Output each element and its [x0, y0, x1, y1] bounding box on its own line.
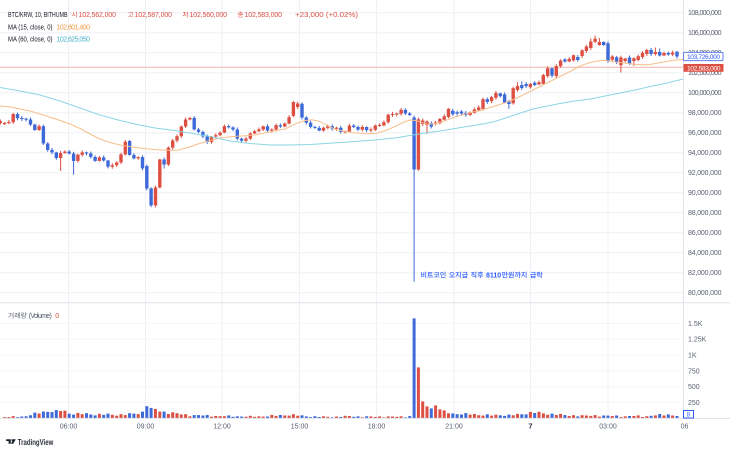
svg-text:100,000,000: 100,000,000	[688, 90, 722, 97]
svg-text:06:00: 06:00	[60, 424, 78, 431]
svg-text:82,000,000: 82,000,000	[688, 270, 722, 277]
svg-text:92,000,000: 92,000,000	[688, 170, 722, 177]
svg-text:8: 8	[687, 413, 691, 419]
svg-text:94,000,000: 94,000,000	[688, 150, 722, 157]
svg-text:102,583,000: 102,583,000	[245, 12, 283, 19]
svg-text:BTC/KRW, 10, BITHUMB: BTC/KRW, 10, BITHUMB	[8, 12, 68, 19]
svg-text:750: 750	[688, 368, 700, 375]
svg-text:88,000,000: 88,000,000	[688, 210, 722, 217]
svg-text:7: 7	[528, 422, 532, 431]
svg-text:15:00: 15:00	[291, 424, 309, 431]
svg-text:102,562,000: 102,562,000	[79, 12, 117, 19]
svg-text:106,000,000: 106,000,000	[688, 30, 722, 37]
svg-text:90,000,000: 90,000,000	[688, 190, 722, 197]
svg-text:84,000,000: 84,000,000	[688, 250, 722, 257]
svg-text:03:00: 03:00	[599, 424, 617, 431]
svg-text:1.25K: 1.25K	[688, 337, 707, 344]
svg-text:102,583,000: 102,583,000	[687, 65, 721, 72]
svg-text:250: 250	[688, 400, 700, 407]
svg-text:102,587,000: 102,587,000	[135, 12, 173, 19]
svg-text:1.5K: 1.5K	[688, 321, 703, 328]
svg-text:80,000,000: 80,000,000	[688, 290, 722, 297]
svg-text:500: 500	[688, 384, 700, 391]
svg-text:MA (60, close, 0): MA (60, close, 0)	[8, 37, 53, 44]
svg-text:108,000,000: 108,000,000	[688, 10, 722, 17]
svg-text:18:00: 18:00	[368, 424, 386, 431]
svg-text:8110: 8110	[486, 273, 501, 280]
svg-text:98,000,000: 98,000,000	[688, 110, 722, 117]
svg-text:102,560,000: 102,560,000	[190, 12, 228, 19]
svg-text:102,601,400: 102,601,400	[57, 24, 91, 31]
svg-text:(Volume): (Volume)	[29, 313, 52, 320]
svg-text:TradingView: TradingView	[18, 438, 54, 447]
svg-text:1K: 1K	[688, 353, 697, 360]
svg-text:96,000,000: 96,000,000	[688, 130, 722, 137]
svg-text:09:00: 09:00	[137, 424, 155, 431]
svg-text:102,000,000: 102,000,000	[688, 70, 722, 77]
svg-text:21:00: 21:00	[445, 424, 463, 431]
svg-text:12:00: 12:00	[213, 424, 231, 431]
svg-text:+23,000 (+0.02%): +23,000 (+0.02%)	[295, 12, 358, 19]
svg-text:103,726,000: 103,726,000	[687, 54, 720, 61]
svg-text:102,625,050: 102,625,050	[57, 37, 91, 44]
svg-text:0: 0	[55, 313, 59, 320]
svg-text:MA (15, close, 0): MA (15, close, 0)	[8, 24, 53, 31]
svg-text:86,000,000: 86,000,000	[688, 230, 722, 237]
svg-text:06: 06	[681, 424, 689, 431]
